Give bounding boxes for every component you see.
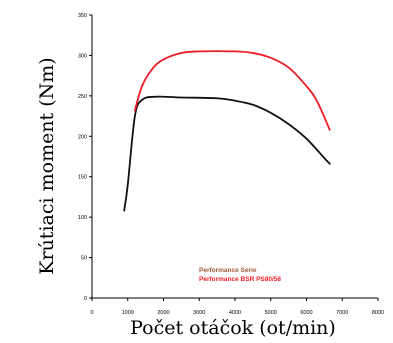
y-tick-label: 200 — [78, 134, 87, 140]
legend-item-performance-bsr: Performance BSR PS80/58 — [199, 276, 281, 283]
legend: Performance Serie Performance BSR PS80/5… — [199, 267, 281, 283]
series-line-0 — [123, 95, 331, 212]
legend-item-performance-serie: Performance Serie — [199, 267, 257, 274]
series-line-1 — [134, 50, 331, 131]
x-tick-label: 4000 — [229, 310, 241, 316]
tick-group: 0 1000 2000 3000 4000 5000 6000 7000 8000 0 50 100 1… — [78, 13, 384, 316]
x-tick-label: 5000 — [265, 310, 277, 316]
y-axis-title: Krútiaci moment (Nm) — [36, 57, 58, 274]
y-tick-label: 300 — [78, 53, 87, 59]
y-tick-label: 100 — [78, 215, 87, 221]
x-tick-label: 1000 — [122, 310, 134, 316]
x-axis-title: Počet otáčok (ot/min) — [130, 317, 336, 339]
y-tick-label: 0 — [84, 296, 87, 302]
x-tick-label: 6000 — [300, 310, 312, 316]
y-tick-label: 150 — [78, 175, 87, 181]
x-tick-label: 0 — [90, 310, 93, 316]
x-tick-label: 3000 — [193, 310, 205, 316]
x-tick-label: 7000 — [336, 310, 348, 316]
x-tick-label: 2000 — [157, 310, 169, 316]
series-lines — [123, 50, 331, 212]
y-tick-label: 50 — [81, 256, 87, 262]
y-tick-label: 250 — [78, 94, 87, 100]
y-tick-label: 350 — [78, 13, 87, 19]
plot-area: 0 1000 2000 3000 4000 5000 6000 7000 8000 0 50 100 1… — [78, 13, 384, 316]
x-tick-label: 8000 — [372, 310, 384, 316]
